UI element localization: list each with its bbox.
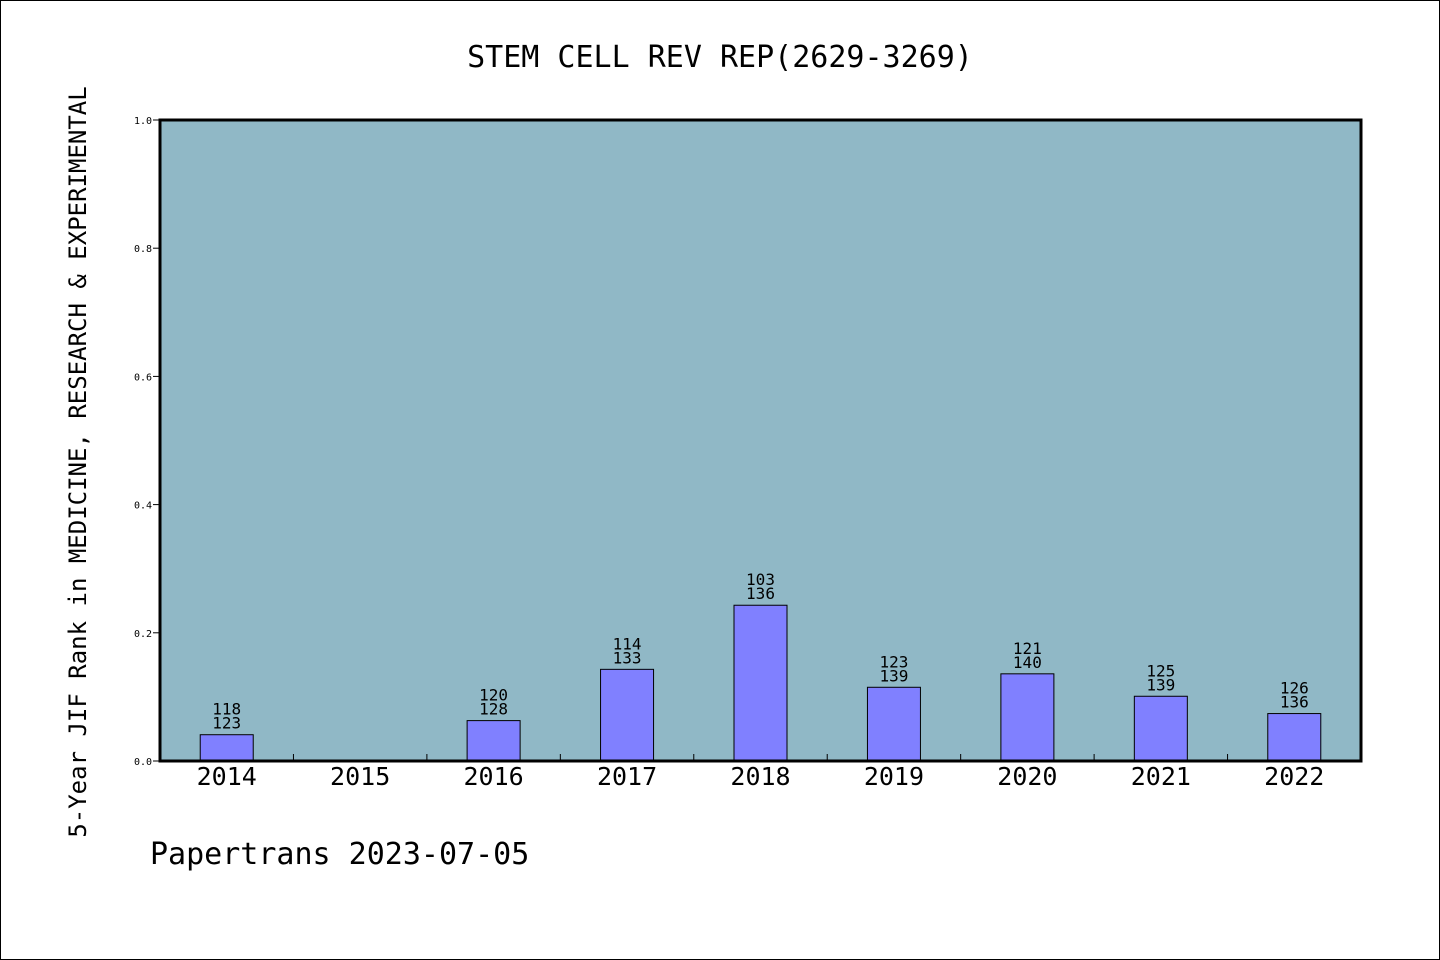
bar-2017 xyxy=(600,668,655,762)
y-tick-label: 0.0 xyxy=(134,757,152,768)
bar-label-bottom: 140 xyxy=(1013,653,1042,672)
x-tick-label: 2014 xyxy=(197,762,257,791)
bar-label-top: 126 xyxy=(1280,679,1309,698)
bar-label-top: 114 xyxy=(613,634,642,653)
y-tick-label: 0.6 xyxy=(134,372,152,383)
x-axis-ticks: 2014 2015 2016 2017 2018 2019 2020 2021 2022 xyxy=(197,754,1324,791)
bar-label-bottom: 133 xyxy=(613,648,642,667)
y-tick-label: 0.2 xyxy=(134,629,152,640)
bar-label-top: 103 xyxy=(746,570,775,589)
chart-title: STEM CELL REV REP(2629-3269) xyxy=(467,40,973,75)
bar-label-top: 125 xyxy=(1146,661,1175,680)
bar-label-bottom: 139 xyxy=(879,666,908,685)
bar-2014 xyxy=(199,734,254,762)
x-tick-label: 2019 xyxy=(864,762,924,791)
x-tick-label: 2015 xyxy=(330,762,390,791)
bar-label-bottom: 123 xyxy=(212,714,241,733)
y-tick-label: 0.8 xyxy=(134,244,152,255)
x-tick-label: 2021 xyxy=(1131,762,1191,791)
bar-label-top: 118 xyxy=(212,700,241,719)
bar-label-top: 121 xyxy=(1013,639,1042,658)
bar-2018 xyxy=(733,604,788,762)
bar-label-top: 123 xyxy=(879,652,908,671)
bar-2022 xyxy=(1267,713,1322,762)
bar-label-bottom: 139 xyxy=(1146,675,1175,694)
bar-label-bottom: 136 xyxy=(746,584,775,603)
y-tick-label: 1.0 xyxy=(134,116,152,127)
bar-2021 xyxy=(1133,695,1188,762)
bar-2019 xyxy=(866,686,921,762)
plot-border xyxy=(158,118,1363,763)
x-tick-label: 2020 xyxy=(997,762,1057,791)
x-tick-label: 2016 xyxy=(464,762,524,791)
x-tick-label: 2022 xyxy=(1264,762,1324,791)
bar-label-bottom: 136 xyxy=(1280,693,1309,712)
bar-label-top: 120 xyxy=(479,686,508,705)
bar-label-bottom: 128 xyxy=(479,700,508,719)
y-axis-label: 5-Year JIF Rank in MEDICINE, RESEARCH & … xyxy=(64,86,92,837)
x-tick-label: 2018 xyxy=(730,762,790,791)
bars-group xyxy=(199,604,1322,762)
y-axis-ticks: 0.0 0.2 0.4 0.6 0.8 1.0 xyxy=(134,116,160,768)
bar-2020 xyxy=(1000,673,1055,762)
x-tick-label: 2017 xyxy=(597,762,657,791)
y-tick-label: 0.4 xyxy=(134,501,152,512)
bar-2016 xyxy=(466,720,521,762)
watermark: Papertrans 2023-07-05 xyxy=(150,837,529,872)
